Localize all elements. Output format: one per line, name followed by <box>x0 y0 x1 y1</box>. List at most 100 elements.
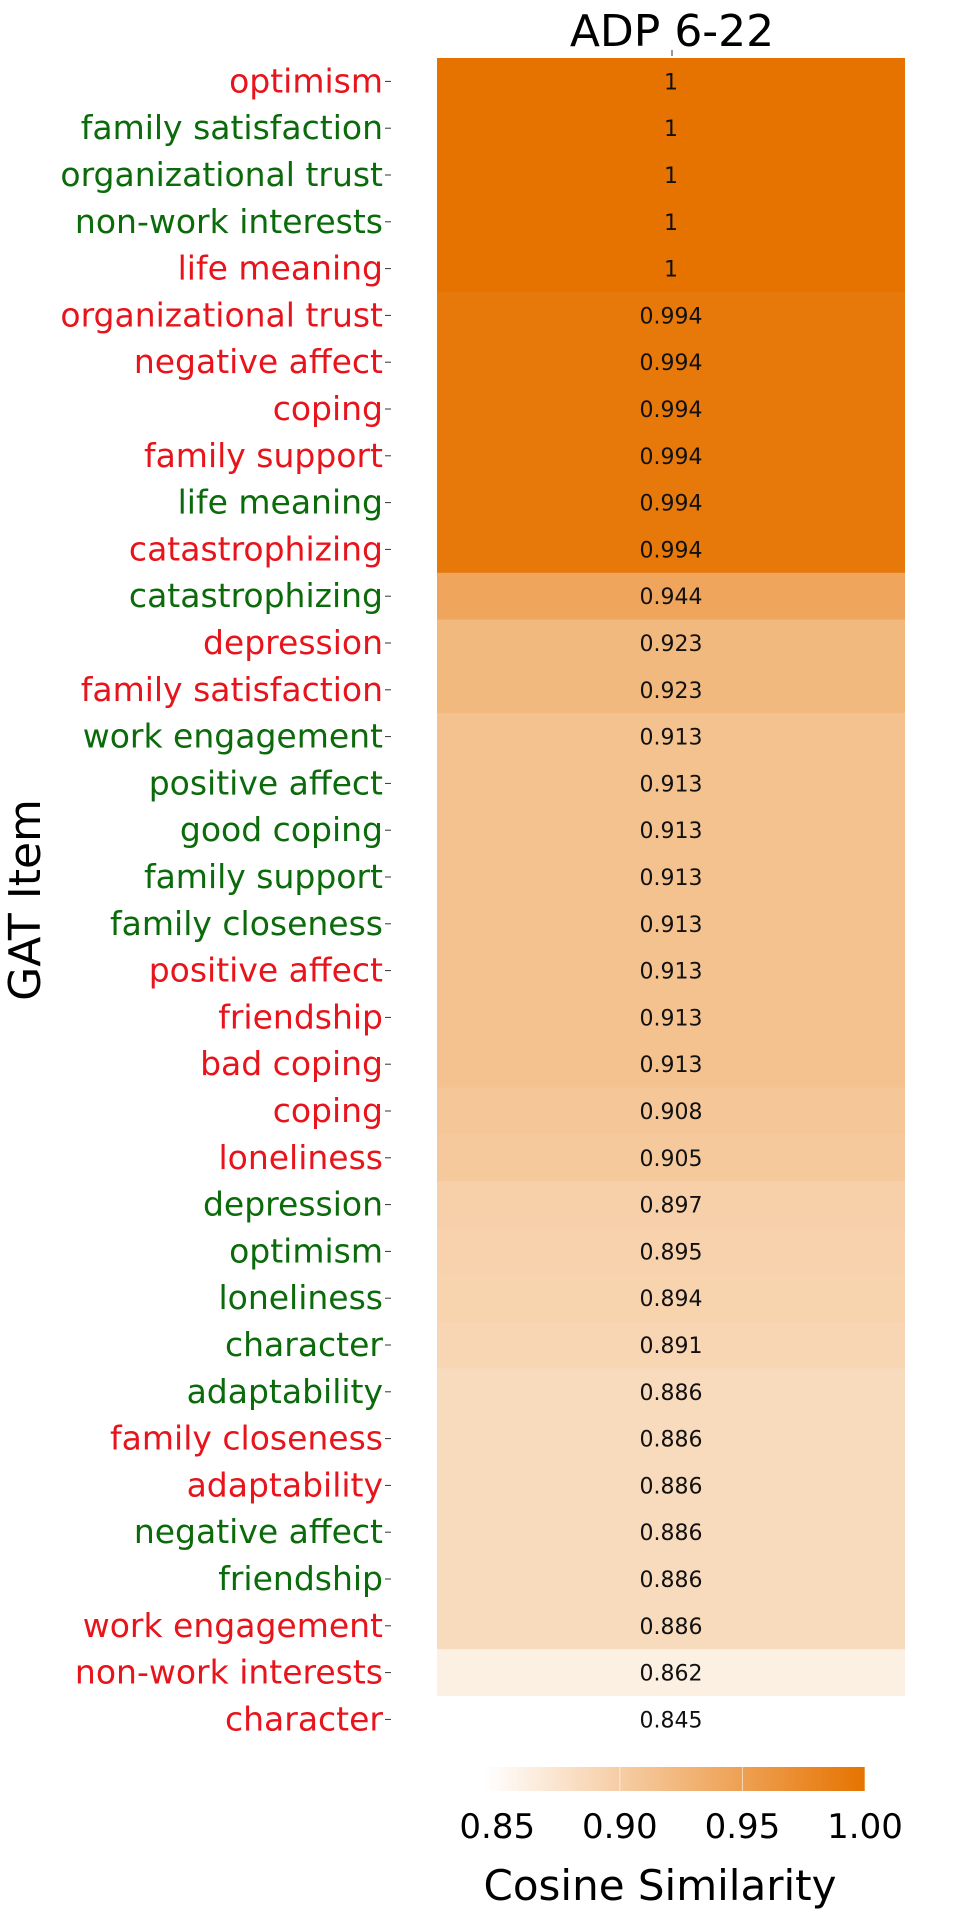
row-label: coping <box>273 1091 383 1130</box>
cell-value-label: 0.944 <box>640 585 703 610</box>
cell-value-label: 0.886 <box>640 1474 703 1499</box>
row-label: family closeness <box>110 904 383 943</box>
row-label: good coping <box>180 810 383 849</box>
cell-value-label: 0.994 <box>640 492 703 517</box>
y-axis-label: GAT Item <box>0 799 51 1001</box>
heatmap-cell <box>437 994 905 1042</box>
cell-value-label: 0.913 <box>640 1053 703 1078</box>
cell-value-label: 0.913 <box>640 772 703 797</box>
row-label: positive affect <box>149 763 383 802</box>
row-label: adaptability <box>187 1372 383 1411</box>
colorbar-label: Cosine Similarity <box>484 1861 837 1910</box>
heatmap-cell <box>437 853 905 901</box>
cell-value-label: 0.923 <box>640 679 703 704</box>
cell-value-labels: 1 1 1 1 1 0.994 0.994 0.994 0.994 0.994 0.994 0.944… <box>640 70 703 1733</box>
row-label: adaptability <box>187 1465 383 1504</box>
cell-value-label: 1 <box>664 70 678 95</box>
cell-value-label: 0.913 <box>640 866 703 891</box>
cell-value-label: 0.886 <box>640 1615 703 1640</box>
cell-value-label: 0.913 <box>640 960 703 985</box>
row-label: life meaning <box>178 249 383 288</box>
heatmap-cell <box>437 900 905 948</box>
row-label: family closeness <box>110 1419 383 1458</box>
row-label: depression <box>203 623 383 662</box>
heatmap-cell <box>437 1415 905 1463</box>
heatmap-cell <box>437 338 905 387</box>
cell-value-label: 1 <box>664 211 678 236</box>
cell-value-label: 1 <box>664 117 678 142</box>
cell-value-label: 0.994 <box>640 538 703 563</box>
row-label: catastrophizing <box>129 529 383 568</box>
heatmap-cell <box>437 1321 905 1369</box>
cell-value-label: 0.905 <box>640 1147 703 1172</box>
row-label: family satisfaction <box>81 108 383 147</box>
cell-value-label: 0.913 <box>640 819 703 844</box>
row-label: depression <box>203 1185 383 1224</box>
row-label: negative affect <box>134 342 383 381</box>
row-label: character <box>225 1325 383 1364</box>
cell-value-label: 0.994 <box>640 304 703 329</box>
row-label: positive affect <box>149 951 383 990</box>
cell-value-label: 0.845 <box>640 1708 703 1733</box>
colorbar-tick-label: 0.90 <box>582 1807 658 1847</box>
row-label: life meaning <box>178 483 383 522</box>
cell-value-label: 0.908 <box>640 1100 703 1125</box>
heatmap-cell <box>437 760 905 808</box>
cell-value-label: 1 <box>664 258 678 283</box>
cell-value-label: 0.994 <box>640 351 703 376</box>
heatmap-cell <box>437 1040 905 1089</box>
heatmap-cell <box>437 666 905 714</box>
heatmap-cell <box>437 713 905 761</box>
heatmap-cell <box>437 1602 905 1650</box>
row-label: work engagement <box>83 1606 383 1645</box>
heatmap-cell <box>437 1696 905 1744</box>
heatmap-cell <box>437 1555 905 1603</box>
row-label: organizational trust <box>60 295 383 334</box>
cell-value-label: 0.886 <box>640 1381 703 1406</box>
row-label: family support <box>144 436 383 475</box>
heatmap-cell <box>437 385 905 433</box>
heatmap-cell <box>437 104 905 153</box>
heatmap-cell <box>437 526 905 574</box>
heatmap-cell <box>437 806 905 855</box>
cell-value-label: 0.913 <box>640 913 703 938</box>
heatmap-cell <box>437 1087 905 1135</box>
heatmap-cell <box>437 572 905 621</box>
cell-value-label: 0.895 <box>640 1240 703 1265</box>
row-label: non-work interests <box>75 1653 383 1692</box>
row-label: family satisfaction <box>81 670 383 709</box>
cell-value-label: 0.894 <box>640 1287 703 1312</box>
heatmap-cell <box>437 432 905 480</box>
cell-value-label: 0.862 <box>640 1662 703 1687</box>
colorbar-ticks: 0.85 0.90 0.95 1.00 <box>459 1767 903 1847</box>
row-label: organizational trust <box>60 155 383 194</box>
row-label: optimism <box>229 61 383 100</box>
heatmap-cell <box>437 1134 905 1182</box>
row-label: loneliness <box>218 1278 383 1317</box>
row-label: negative affect <box>134 1512 383 1551</box>
heatmap-cell <box>437 1274 905 1323</box>
chart-title: ADP 6-22 <box>570 6 774 57</box>
cell-value-label: 0.994 <box>640 398 703 423</box>
heatmap-cell <box>437 151 905 199</box>
cell-value-label: 0.886 <box>640 1428 703 1453</box>
cell-value-label: 0.913 <box>640 726 703 751</box>
cell-value-label: 0.913 <box>640 1006 703 1031</box>
row-label: non-work interests <box>75 202 383 241</box>
row-labels: optimism family satisfaction organizationa… <box>60 61 391 1738</box>
colorbar-tick-label: 0.85 <box>459 1807 535 1847</box>
colorbar-gradient <box>485 1767 865 1791</box>
heatmap-cell <box>437 947 905 995</box>
cell-value-label: 0.923 <box>640 632 703 657</box>
cell-value-label: 0.994 <box>640 445 703 470</box>
heatmap-cell <box>437 479 905 527</box>
colorbar-tick-label: 1.00 <box>827 1807 903 1847</box>
row-label: friendship <box>218 1559 383 1598</box>
heatmap-cell <box>437 1649 905 1697</box>
cell-value-label: 0.897 <box>640 1194 703 1219</box>
cell-value-label: 1 <box>664 164 678 189</box>
cell-value-label: 0.886 <box>640 1568 703 1593</box>
row-label: catastrophizing <box>129 576 383 615</box>
cell-value-label: 0.886 <box>640 1521 703 1546</box>
